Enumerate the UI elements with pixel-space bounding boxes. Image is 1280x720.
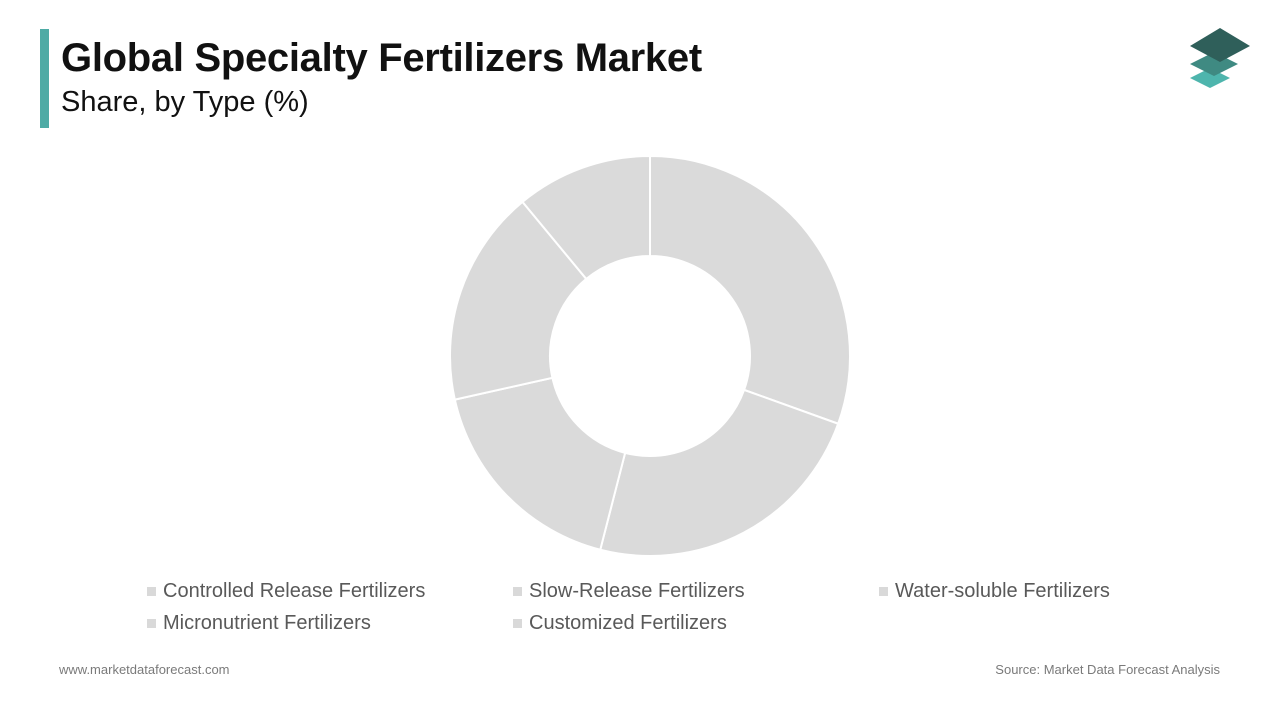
donut-slice-controlled-release-fertilizers [649,154,851,426]
legend-label: Water-soluble Fertilizers [895,579,1110,602]
page-title: Global Specialty Fertilizers Market [61,36,702,80]
legend-item: Micronutrient Fertilizers [147,610,371,636]
donut-slice-micronutrient-fertilizers [449,200,588,401]
chart-legend: Controlled Release Fertilizers Slow-Relea… [147,578,1197,642]
legend-swatch [147,586,156,596]
donut-slice-water-soluble-fertilizers [453,376,627,551]
page-subtitle: Share, by Type (%) [61,86,309,118]
donut-chart [449,154,851,557]
legend-item: Customized Fertilizers [513,610,727,636]
legend-swatch [147,618,156,628]
legend-item: Slow-Release Fertilizers [513,578,745,604]
legend-swatch [879,586,888,596]
logo-layer-top [1190,28,1250,62]
legend-item: Controlled Release Fertilizers [147,578,425,604]
legend-label: Slow-Release Fertilizers [529,579,745,602]
legend-swatch [513,586,522,596]
footer-source: Source: Market Data Forecast Analysis [995,662,1220,677]
stacked-layers-logo-icon [1190,28,1250,88]
legend-label: Controlled Release Fertilizers [163,579,426,602]
legend-label: Micronutrient Fertilizers [163,611,371,634]
title-accent-bar [40,29,49,128]
legend-label: Customized Fertilizers [529,611,727,634]
legend-item: Water-soluble Fertilizers [879,578,1110,604]
legend-swatch [513,618,522,628]
donut-slice-slow-release-fertilizers [599,388,840,557]
footer-website: www.marketdataforecast.com [59,662,230,677]
donut-slice-customized-fertilizers [521,154,651,281]
